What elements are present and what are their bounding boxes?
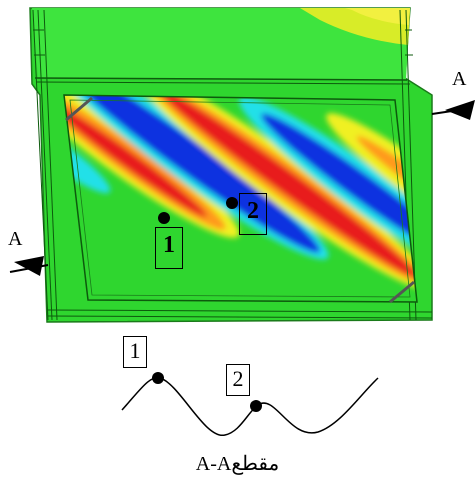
- corner-stiffener-bottom-right: [389, 280, 415, 304]
- top-band-line: [34, 77, 408, 81]
- bottom-flange-line-2: [47, 315, 433, 319]
- profile-point-1: [152, 372, 164, 384]
- section-marker-right-label: A: [452, 68, 467, 90]
- bottom-flange-line: [47, 309, 433, 313]
- corner-stiffener-top-left: [65, 96, 93, 122]
- section-caption: A-Aمقطع: [195, 453, 280, 475]
- left-stiffener-line-2: [37, 9, 53, 321]
- profile-label-box-1: 1: [123, 336, 147, 368]
- section-arrow-left: [14, 256, 44, 276]
- profile-point-2: [250, 400, 262, 412]
- right-stiffener-line-2: [405, 9, 417, 321]
- buckling-wave-bands: [64, 95, 417, 292]
- left-stiffener-line-1: [32, 9, 49, 321]
- top-right-light-zone: [345, 8, 410, 25]
- left-stiffener-line-3: [43, 9, 58, 321]
- top-flange: [32, 8, 410, 80]
- point-label-box-2: 2: [239, 193, 267, 235]
- point-marker-2: [226, 197, 238, 209]
- point-marker-1: [158, 212, 170, 224]
- section-marker-left-label: A: [8, 228, 23, 250]
- section-profile-curve: [121, 376, 379, 436]
- section-arrow-left-line: [9, 264, 49, 273]
- top-band-line-2: [35, 81, 411, 85]
- section-arrow-right-line: [431, 107, 473, 115]
- plate-border: [63, 94, 418, 303]
- point-label-box-1: 1: [155, 227, 183, 269]
- plate-inner-border: [69, 99, 411, 298]
- profile-label-box-2: 2: [226, 364, 250, 396]
